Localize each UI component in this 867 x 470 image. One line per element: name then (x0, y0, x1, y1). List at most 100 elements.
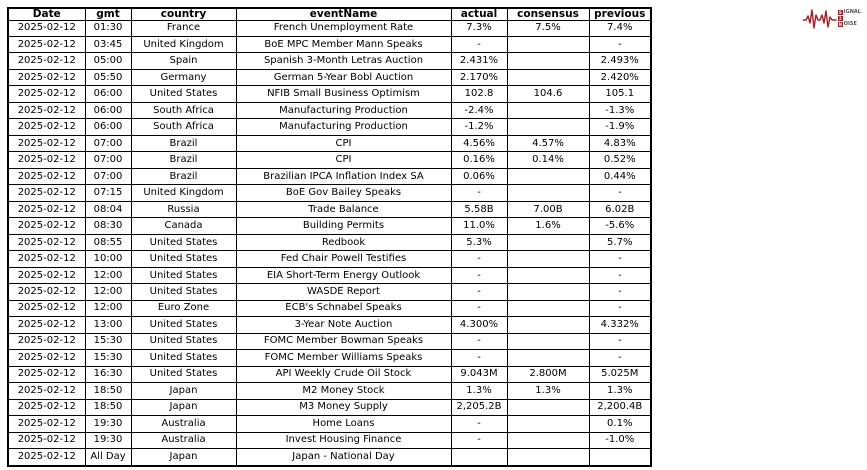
column-header: actual (450, 7, 508, 21)
economic-calendar-table: Date gmt country eventName actual consensus pr… (7, 7, 652, 467)
cell: Manufacturing Production (235, 118, 452, 136)
cell: 16:30 (84, 365, 132, 384)
cell: United Kingdom (130, 184, 237, 202)
cell: -2.4% (450, 101, 508, 120)
table-row: 2025-02-12 15:30 United States FOMC Member … (7, 332, 652, 351)
cell: Japan (130, 382, 237, 400)
cell: BoE MPC Member Mann Speaks (235, 35, 452, 54)
cell: 2025-02-12 (7, 431, 86, 450)
cell: 2025-02-12 (7, 101, 86, 120)
table-row: 2025-02-12 06:00 United States NFIB Small B… (7, 85, 652, 103)
cell: EIA Short-Term Energy Outlook (235, 266, 452, 285)
table-row: 2025-02-12 07:00 Brazil CPI 0.16% 0.14% 0.52% (7, 151, 652, 169)
cell: - (588, 266, 652, 285)
cell: 5.025M (588, 365, 652, 384)
cell: 2025-02-12 (7, 365, 86, 384)
cell: 104.6 (506, 85, 590, 103)
cell: 07:00 (84, 134, 132, 153)
cell: 5.58B (450, 200, 508, 219)
cell: 08:30 (84, 217, 132, 235)
cell (506, 316, 590, 334)
cell (506, 415, 590, 433)
cell (506, 398, 590, 417)
column-header: consensus (506, 7, 590, 21)
table-row: 2025-02-12 07:00 Brazil CPI 4.56% 4.57% 4.83% (7, 134, 652, 153)
cell: 2025-02-12 (7, 250, 86, 268)
cell: Japan (130, 448, 237, 467)
cell: - (450, 184, 508, 202)
cell: United States (130, 365, 237, 384)
cell: - (588, 299, 652, 318)
cell (506, 68, 590, 87)
cell: 2025-02-12 (7, 184, 86, 202)
table-row: 2025-02-12 10:00 United States Fed Chair Po… (7, 250, 652, 268)
cell (588, 448, 652, 467)
cell: 0.16% (450, 151, 508, 169)
cell: 19:30 (84, 415, 132, 433)
cell: 0.1% (588, 415, 652, 433)
cell: M3 Money Supply (235, 398, 452, 417)
cell: South Africa (130, 101, 237, 120)
table-row: 2025-02-12 13:00 United States 3-Year Note … (7, 316, 652, 334)
table-row: 2025-02-12 01:30 France French Unemployment… (7, 19, 652, 37)
cell: 2025-02-12 (7, 299, 86, 318)
table-body: 2025-02-12 01:30 France French Unemployment… (7, 19, 652, 467)
cell: Manufacturing Production (235, 101, 452, 120)
cell: 06:00 (84, 118, 132, 136)
cell (506, 431, 590, 450)
cell: - (450, 35, 508, 54)
cell: 2,205.2B (450, 398, 508, 417)
cell: API Weekly Crude Oil Stock (235, 365, 452, 384)
table-row: 2025-02-12 16:30 United States API Weekly C… (7, 365, 652, 384)
cell: 12:00 (84, 266, 132, 285)
cell: 3-Year Note Auction (235, 316, 452, 334)
cell: Building Permits (235, 217, 452, 235)
cell: 07:00 (84, 151, 132, 169)
cell: United States (130, 250, 237, 268)
cell: 2025-02-12 (7, 283, 86, 301)
table-row: 2025-02-12 03:45 United Kingdom BoE MPC Mem… (7, 35, 652, 54)
cell: United Kingdom (130, 35, 237, 54)
table-row: 2025-02-12 06:00 South Africa Manufacturing… (7, 118, 652, 136)
cell: France (130, 19, 237, 37)
cell: ECB's Schnabel Speaks (235, 299, 452, 318)
cell: - (450, 349, 508, 367)
cell: -1.9% (588, 118, 652, 136)
cell: 2025-02-12 (7, 167, 86, 186)
cell: 2.170% (450, 68, 508, 87)
table-row: 2025-02-12 15:30 United States FOMC Member … (7, 349, 652, 367)
cell: - (450, 332, 508, 351)
header-row: Date gmt country eventName actual consensus pr… (7, 7, 652, 21)
cell: FOMC Member Bowman Speaks (235, 332, 452, 351)
cell: 2025-02-12 (7, 382, 86, 400)
cell: 03:45 (84, 35, 132, 54)
cell: 2025-02-12 (7, 349, 86, 367)
cell: 15:30 (84, 349, 132, 367)
cell: Fed Chair Powell Testifies (235, 250, 452, 268)
cell: 10:00 (84, 250, 132, 268)
cell (506, 250, 590, 268)
cell: 7.00B (506, 200, 590, 219)
cell: Canada (130, 217, 237, 235)
cell: 2025-02-12 (7, 52, 86, 70)
table-row: 2025-02-12 05:00 Spain Spanish 3-Month Letr… (7, 52, 652, 70)
cell (506, 349, 590, 367)
cell: 4.83% (588, 134, 652, 153)
cell: Russia (130, 200, 237, 219)
cell: 4.332% (588, 316, 652, 334)
cell: - (588, 349, 652, 367)
logo-line-3: N OISE (837, 20, 857, 27)
cell: Invest Housing Finance (235, 431, 452, 450)
cell: 12:00 (84, 299, 132, 318)
cell: 0.52% (588, 151, 652, 169)
cell: CPI (235, 134, 452, 153)
cell: Brazil (130, 134, 237, 153)
cell: 4.57% (506, 134, 590, 153)
cell: 18:50 (84, 398, 132, 417)
cell (506, 167, 590, 186)
cell: 102.8 (450, 85, 508, 103)
cell: Spanish 3-Month Letras Auction (235, 52, 452, 70)
cell: - (450, 250, 508, 268)
cell: NFIB Small Business Optimism (235, 85, 452, 103)
cell: United States (130, 332, 237, 351)
